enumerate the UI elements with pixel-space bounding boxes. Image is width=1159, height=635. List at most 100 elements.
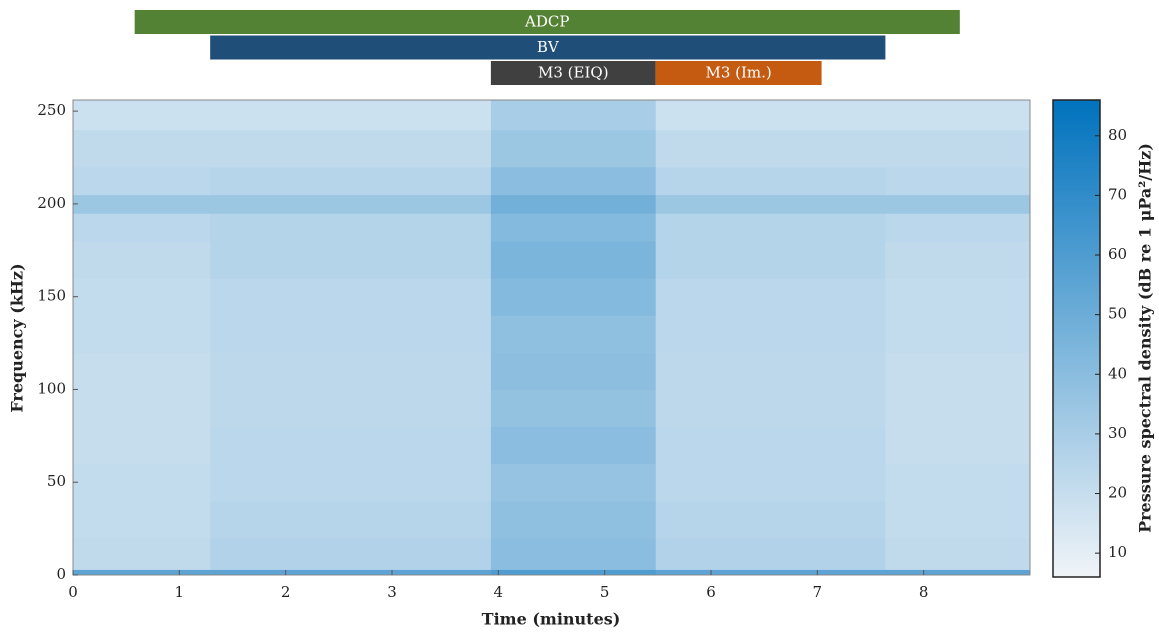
x-tick-label: 0 (68, 583, 78, 601)
cell (885, 389, 1030, 427)
colorbar (1053, 100, 1100, 577)
cell (885, 501, 1030, 539)
cell (210, 100, 491, 130)
cell (656, 352, 886, 390)
cell (656, 241, 886, 279)
cell (491, 278, 656, 316)
y-tick-label: 150 (37, 287, 66, 305)
cell (210, 501, 491, 539)
x-tick-label: 6 (706, 583, 716, 601)
cell (491, 195, 656, 214)
colorbar-tick-label: 60 (1108, 245, 1127, 263)
cell (656, 464, 886, 502)
cell (210, 464, 491, 502)
cell (491, 352, 656, 390)
y-tick-label: 50 (47, 472, 66, 490)
cell (210, 167, 491, 195)
colorbar-tick-label: 80 (1108, 126, 1127, 144)
colorbar-tick-label: 40 (1108, 364, 1127, 382)
cell (656, 100, 886, 130)
cell (73, 130, 211, 168)
cell (73, 100, 211, 130)
cell (210, 538, 491, 570)
y-tick-label: 250 (37, 101, 66, 119)
cell (210, 352, 491, 390)
x-tick-label: 4 (494, 583, 504, 601)
cell (73, 241, 211, 279)
cell (491, 315, 656, 353)
cell (491, 464, 656, 502)
y-axis-label: Frequency (kHz) (8, 263, 27, 412)
cell (656, 213, 886, 241)
colorbar-label: Pressure spectral density (dB re 1 μPa²/… (1136, 143, 1155, 533)
cell (210, 427, 491, 465)
cell (885, 464, 1030, 502)
cell (73, 315, 211, 353)
cell (73, 195, 211, 214)
x-axis-label: Time (minutes) (482, 610, 621, 629)
cell (210, 241, 491, 279)
instrument-label: ADCP (524, 13, 569, 31)
cell (491, 167, 656, 195)
colorbar-tick-label: 50 (1108, 305, 1127, 323)
x-tick-label: 5 (600, 583, 610, 601)
cell (210, 213, 491, 241)
cell (656, 389, 886, 427)
colorbar-tick-label: 20 (1108, 484, 1127, 502)
colorbar-tick-label: 70 (1108, 185, 1127, 203)
cell (885, 352, 1030, 390)
cell (73, 427, 211, 465)
colorbar-tick-label: 30 (1108, 424, 1127, 442)
instrument-label: M3 (EIQ) (538, 64, 609, 82)
cell (491, 130, 656, 168)
y-tick-label: 200 (37, 194, 66, 212)
cell (210, 278, 491, 316)
cell (656, 315, 886, 353)
cell (73, 167, 211, 195)
cell (656, 501, 886, 539)
instrument-label: M3 (Im.) (705, 64, 771, 82)
cell (885, 100, 1030, 130)
cell (73, 389, 211, 427)
cell (210, 389, 491, 427)
cell (656, 278, 886, 316)
cell (885, 167, 1030, 195)
cell (210, 130, 491, 168)
cell (73, 278, 211, 316)
cell (210, 195, 491, 214)
cell (885, 241, 1030, 279)
cell (885, 315, 1030, 353)
cell (656, 195, 886, 214)
x-tick-label: 2 (281, 583, 291, 601)
x-tick-label: 8 (919, 583, 929, 601)
cell (491, 538, 656, 570)
cell (656, 130, 886, 168)
cell (656, 167, 886, 195)
cell (656, 538, 886, 570)
cell (73, 352, 211, 390)
cell (491, 501, 656, 539)
cell (491, 213, 656, 241)
x-tick-label: 7 (813, 583, 823, 601)
cell (656, 427, 886, 465)
cell (73, 213, 211, 241)
cell (491, 241, 656, 279)
cell (885, 538, 1030, 570)
cell (73, 501, 211, 539)
cell (885, 278, 1030, 316)
cell (73, 464, 211, 502)
cell (491, 389, 656, 427)
x-tick-label: 1 (175, 583, 185, 601)
x-tick-label: 3 (387, 583, 397, 601)
cell (491, 427, 656, 465)
y-tick-label: 100 (37, 379, 66, 397)
colorbar-tick-label: 10 (1108, 543, 1127, 561)
cell (210, 315, 491, 353)
y-tick-label: 0 (56, 565, 66, 583)
cell (885, 195, 1030, 214)
cell (885, 427, 1030, 465)
cell (885, 213, 1030, 241)
chart: Time (minutes) Frequency (kHz) Pressure … (0, 0, 1159, 635)
cell (73, 538, 211, 570)
cell (885, 130, 1030, 168)
